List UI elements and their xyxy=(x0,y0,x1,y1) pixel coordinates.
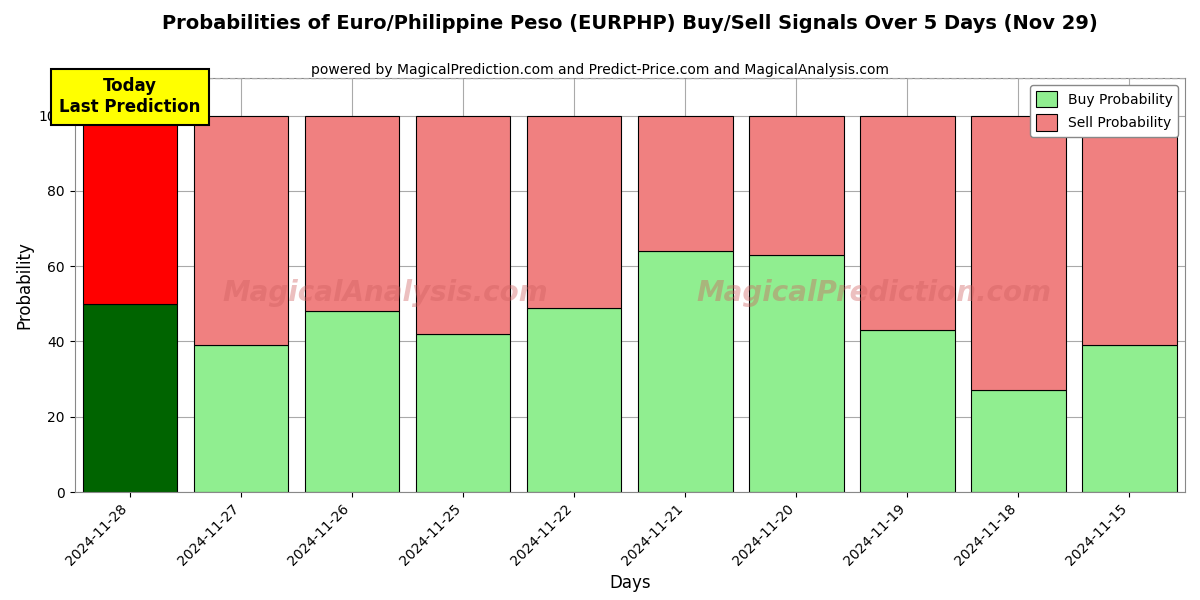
Bar xyxy=(305,116,400,311)
Bar xyxy=(638,251,732,492)
Text: MagicalAnalysis.com: MagicalAnalysis.com xyxy=(223,279,548,307)
Bar xyxy=(83,304,178,492)
Text: powered by MagicalPrediction.com and Predict-Price.com and MagicalAnalysis.com: powered by MagicalPrediction.com and Pre… xyxy=(311,63,889,77)
Bar xyxy=(860,330,955,492)
Bar xyxy=(860,116,955,330)
Bar xyxy=(1082,345,1177,492)
Bar xyxy=(1082,116,1177,345)
Title: Probabilities of Euro/Philippine Peso (EURPHP) Buy/Sell Signals Over 5 Days (Nov: Probabilities of Euro/Philippine Peso (E… xyxy=(162,14,1098,34)
Y-axis label: Probability: Probability xyxy=(16,241,34,329)
Legend: Buy Probability, Sell Probability: Buy Probability, Sell Probability xyxy=(1030,85,1178,137)
Bar xyxy=(83,116,178,304)
Bar xyxy=(194,345,288,492)
Bar xyxy=(971,391,1066,492)
Bar xyxy=(527,116,622,308)
Bar xyxy=(749,116,844,255)
Bar xyxy=(194,116,288,345)
X-axis label: Days: Days xyxy=(610,574,650,592)
Bar xyxy=(416,334,510,492)
Text: Today
Last Prediction: Today Last Prediction xyxy=(60,77,200,116)
Bar xyxy=(305,311,400,492)
Text: MagicalPrediction.com: MagicalPrediction.com xyxy=(697,279,1051,307)
Bar xyxy=(749,255,844,492)
Bar xyxy=(971,116,1066,391)
Bar xyxy=(638,116,732,251)
Bar xyxy=(527,308,622,492)
Bar xyxy=(416,116,510,334)
